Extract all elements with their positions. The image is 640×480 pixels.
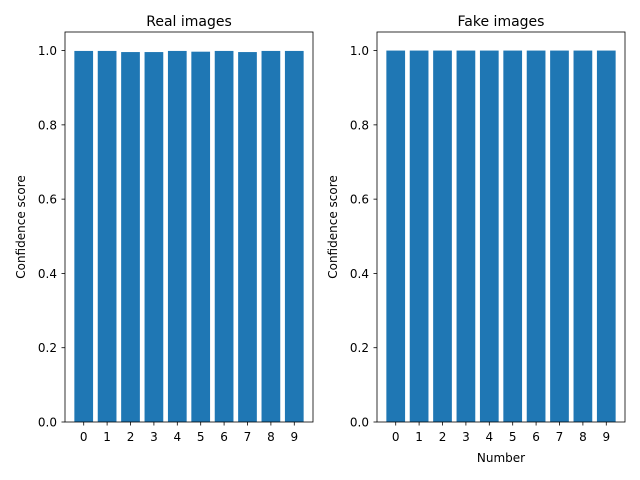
x-ticks: 0 1 2 3 4 5 6 7 8 9: [392, 422, 610, 444]
y-tick-label: 0.0: [350, 416, 369, 430]
y-tick-label: 0.8: [350, 118, 369, 132]
bars: [386, 50, 616, 422]
bar-3: [456, 50, 476, 422]
bar-9: [596, 50, 616, 422]
x-tick-label: 2: [439, 430, 447, 444]
chart-title: Real images: [146, 14, 232, 30]
x-axis-label: Number: [477, 451, 525, 465]
bar-1: [409, 50, 429, 422]
x-ticks: 0 1 2 3 4 5 6 7 8 9: [80, 422, 298, 444]
bar-1: [97, 50, 117, 422]
bar-2: [433, 50, 452, 422]
y-tick-label: 1.0: [38, 44, 57, 58]
bar-7: [238, 52, 257, 423]
x-tick-label: 4: [173, 430, 181, 444]
x-tick-label: 1: [415, 430, 423, 444]
y-ticks: 0.0 0.2 0.4 0.6 0.8 1.0: [38, 44, 65, 430]
bar-3: [144, 52, 164, 423]
bar-4: [167, 50, 187, 422]
bar-4: [479, 50, 499, 422]
y-tick-label: 1.0: [350, 44, 369, 58]
x-tick-label: 5: [509, 430, 517, 444]
chart-title: Fake images: [458, 14, 545, 30]
y-tick-label: 0.4: [38, 267, 57, 281]
bar-5: [503, 50, 523, 422]
bar-8: [573, 50, 593, 422]
y-tick-label: 0.6: [350, 193, 369, 207]
bar-6: [526, 50, 546, 422]
x-tick-label: 0: [392, 430, 400, 444]
x-tick-label: 8: [579, 430, 587, 444]
x-tick-label: 2: [127, 430, 135, 444]
x-tick-label: 7: [244, 430, 252, 444]
axes-frame: [376, 31, 626, 423]
x-tick-label: 8: [267, 430, 275, 444]
bars: [74, 50, 304, 423]
axes-frame: [64, 31, 314, 423]
bar-9: [284, 50, 304, 422]
y-tick-label: 0.4: [350, 267, 369, 281]
x-tick-label: 9: [290, 430, 298, 444]
x-tick-label: 5: [197, 430, 205, 444]
bar-2: [121, 52, 140, 423]
x-tick-label: 3: [150, 430, 158, 444]
bar-8: [261, 50, 281, 422]
y-ticks: 0.0 0.2 0.4 0.6 0.8 1.0: [350, 44, 377, 430]
bar-0: [74, 50, 94, 422]
y-tick-label: 0.2: [38, 341, 57, 355]
y-axis-label: Confidence score: [326, 175, 340, 279]
y-tick-label: 0.8: [38, 118, 57, 132]
bar-0: [386, 50, 406, 422]
x-tick-label: 1: [103, 430, 111, 444]
chart-fake-images: Fake images Confidence score Number 0 1 2 3…: [326, 14, 626, 465]
x-tick-label: 3: [462, 430, 470, 444]
x-tick-label: 6: [532, 430, 540, 444]
bar-7: [550, 50, 569, 422]
x-tick-label: 0: [80, 430, 88, 444]
x-tick-label: 7: [556, 430, 564, 444]
x-tick-label: 9: [602, 430, 610, 444]
y-tick-label: 0.0: [38, 416, 57, 430]
bar-5: [191, 51, 211, 422]
x-tick-label: 4: [485, 430, 493, 444]
y-tick-label: 0.2: [350, 341, 369, 355]
y-tick-label: 0.6: [38, 193, 57, 207]
x-tick-label: 6: [220, 430, 228, 444]
y-axis-label: Confidence score: [14, 175, 28, 279]
bar-6: [214, 50, 234, 422]
